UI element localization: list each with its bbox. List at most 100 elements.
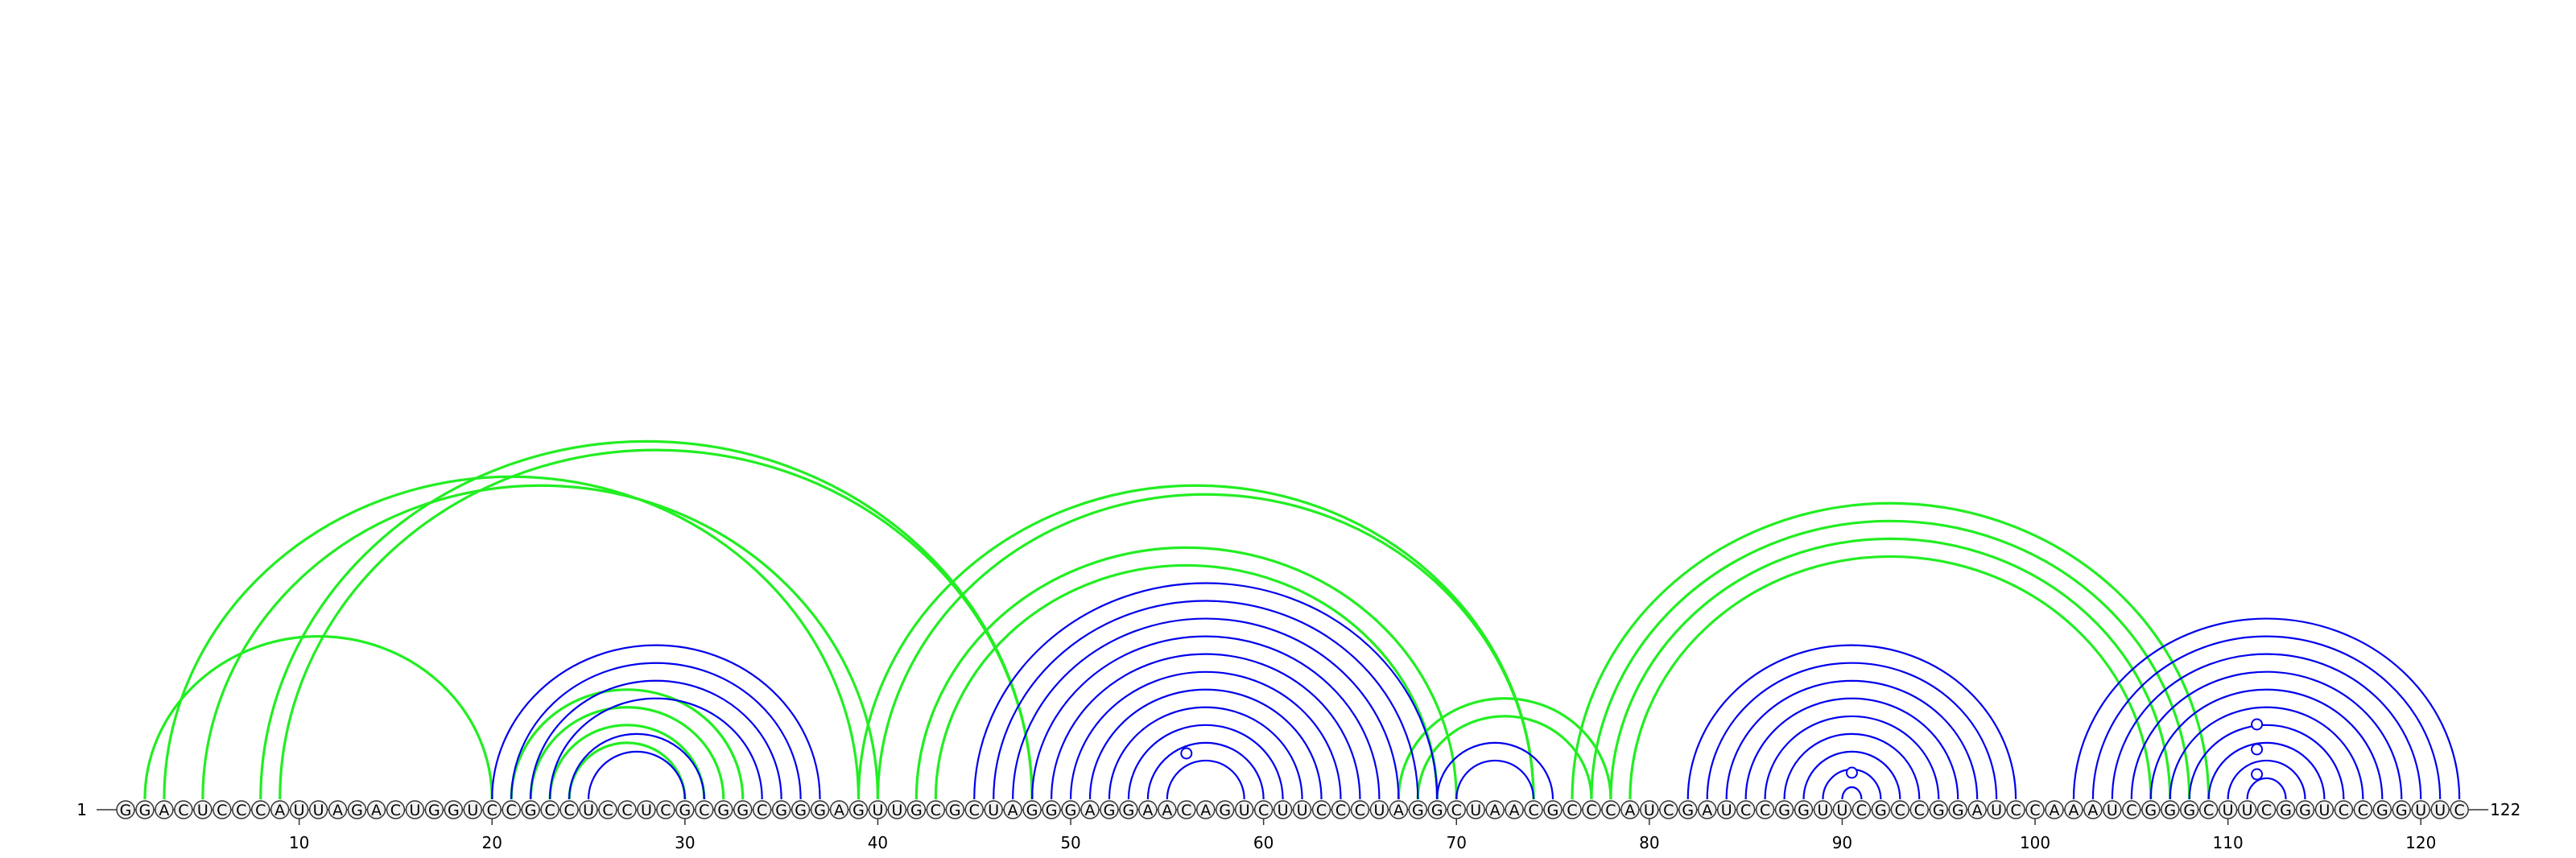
nucleotide: G: [347, 800, 367, 819]
nucleotide-letter: C: [757, 802, 767, 819]
loop-marker: [1845, 766, 1858, 779]
nucleotide: G: [1100, 800, 1119, 819]
nucleotide: U: [1292, 800, 1312, 819]
blue-pair-arc: [1706, 662, 1998, 800]
nucleotide-letter: G: [2396, 802, 2408, 819]
nucleotide: G: [1794, 800, 1814, 819]
nucleotide-letter: A: [1200, 802, 1211, 819]
nucleotide-circle: [2450, 800, 2469, 819]
nucleotide: G: [1871, 800, 1891, 819]
nucleotide: G: [945, 800, 965, 819]
nucleotide-letter: A: [1509, 802, 1520, 819]
nucleotide: U: [1369, 800, 1389, 819]
nucleotide-letter: A: [1490, 802, 1501, 819]
nucleotide-letter: G: [1219, 802, 1231, 819]
nucleotide-circle: [2256, 800, 2277, 819]
blue-pair-arc: [2149, 688, 2384, 800]
green-pair-arc: [934, 563, 1439, 800]
blue-pair-arc: [1802, 750, 1901, 800]
nucleotide-letter: C: [969, 802, 980, 819]
nucleotide: U: [984, 800, 1003, 819]
blue-pair-arc: [1088, 688, 1323, 800]
nucleotide-letter: U: [583, 802, 594, 819]
nucleotide: A: [366, 800, 386, 819]
blue-pair-arc: [973, 582, 1439, 800]
nucleotide-circle: [1813, 800, 1833, 819]
nucleotide-circle: [328, 800, 348, 819]
nucleotide: G: [791, 800, 811, 819]
blue-pair-arc: [2246, 777, 2287, 800]
nucleotide-letter: A: [2068, 802, 2079, 819]
nucleotide-letter: G: [1412, 802, 1424, 819]
nucleotide-letter: A: [1702, 802, 1712, 819]
nucleotide-circle: [1620, 800, 1640, 819]
nucleotide: U: [1273, 800, 1293, 819]
nucleotide-letter: C: [255, 802, 266, 819]
blue-arcs-layer: [491, 582, 2461, 800]
blue-pair-arc: [2227, 759, 2306, 800]
nucleotide: U: [887, 800, 907, 819]
nucleotide: U: [637, 800, 656, 819]
nucleotide-circle: [1755, 800, 1775, 819]
green-pair-arc: [1571, 501, 2211, 800]
nucleotide-circle: [2334, 800, 2354, 819]
nucleotide-letter: U: [891, 802, 902, 819]
nucleotide: G: [906, 800, 927, 819]
nucleotide: A: [328, 800, 348, 819]
nucleotide-circle: [1466, 800, 1485, 819]
nucleotide-circle: [1389, 800, 1409, 819]
nucleotide-circle: [270, 800, 290, 819]
nucleotide-circle: [656, 800, 675, 819]
blue-pair-arc: [1686, 644, 2017, 800]
nucleotide-letter: A: [2087, 802, 2098, 819]
nucleotide: C: [2334, 800, 2354, 819]
nucleotide-letter: G: [1431, 802, 1443, 819]
green-pair-arc: [1590, 519, 2191, 800]
nucleotide-letter: U: [2242, 802, 2253, 819]
nucleotide-letter: G: [2164, 802, 2176, 819]
nucleotide: C: [502, 800, 521, 819]
nucleotide-letter: G: [1933, 802, 1945, 819]
nucleotide-circle: [2006, 800, 2025, 819]
nucleotide-letter: A: [1393, 802, 1404, 819]
nucleotide: A: [1196, 800, 1216, 819]
nucleotide: A: [1003, 800, 1022, 819]
nucleotide-circle: [1003, 800, 1022, 819]
nucleotide-letter: C: [2358, 802, 2368, 819]
nucleotide-circle: [829, 800, 849, 819]
nucleotide-letter: C: [602, 802, 613, 819]
nucleotide-circle: [1369, 800, 1389, 819]
nucleotide-circle: [1909, 800, 1930, 819]
blue-pair-arc: [1436, 741, 1554, 800]
nucleotide-circle: [1177, 800, 1196, 819]
green-pair-arc: [1416, 715, 1593, 800]
nucleotide-letter: G: [2299, 802, 2311, 819]
nucleotide: C: [1331, 800, 1351, 819]
nucleotide: C: [1736, 800, 1756, 819]
blue-pair-arc: [2169, 706, 2364, 800]
nucleotide: C: [1311, 800, 1331, 819]
blue-pair-arc: [2072, 617, 2461, 800]
nucleotide-letter: A: [371, 802, 382, 819]
nucleotide-letter: U: [313, 802, 324, 819]
nucleotide-circle: [598, 800, 617, 819]
nucleotide-circle: [347, 800, 367, 819]
nucleotide-letter: C: [1258, 802, 1269, 819]
nucleotide-letter: U: [2415, 802, 2426, 819]
nucleotide-circle: [1273, 800, 1293, 819]
nucleotide-circle: [1967, 800, 1987, 819]
nucleotide: G: [1543, 800, 1563, 819]
nucleotide-circle: [906, 800, 927, 819]
nucleotide-letter: U: [2318, 802, 2330, 819]
loop-marker: [2251, 718, 2264, 731]
green-pair-arc: [1629, 555, 2153, 800]
nucleotide: G: [714, 800, 733, 819]
tick-label: 100: [2020, 833, 2050, 852]
nucleotide: G: [810, 800, 830, 819]
blue-pair-arc: [1841, 786, 1863, 800]
nucleotide-circle: [2295, 800, 2315, 819]
nucleotide-circle: [2430, 800, 2450, 819]
nucleotide: U: [1640, 800, 1659, 819]
nucleotide-letter: C: [699, 802, 709, 819]
nucleotide: G: [2276, 800, 2296, 819]
